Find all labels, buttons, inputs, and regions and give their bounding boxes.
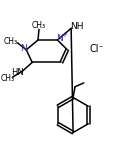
Text: CH₃: CH₃ xyxy=(4,37,18,46)
Text: CH₃: CH₃ xyxy=(32,21,46,30)
Text: N: N xyxy=(56,34,62,43)
Text: Cl⁻: Cl⁻ xyxy=(88,44,103,54)
Text: NH: NH xyxy=(70,22,83,31)
Text: +: + xyxy=(61,32,67,38)
Text: HN: HN xyxy=(11,68,24,77)
Text: CH₃: CH₃ xyxy=(1,73,15,83)
Text: N: N xyxy=(20,44,27,53)
